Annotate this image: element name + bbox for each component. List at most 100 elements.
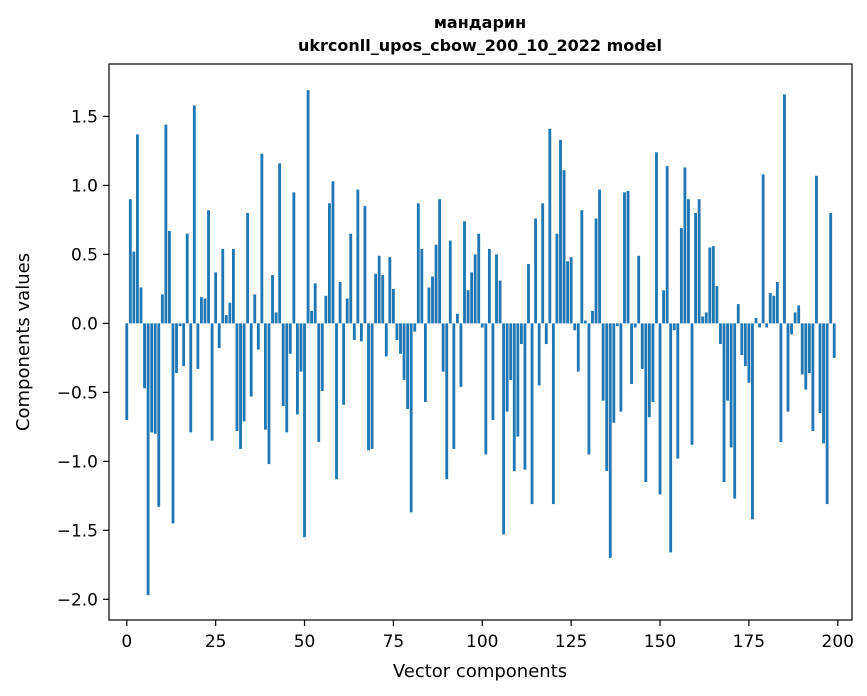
bar (160, 294, 164, 324)
bar (128, 199, 132, 324)
bar (790, 323, 793, 335)
bar (598, 189, 602, 324)
x-tick-label: 0 (121, 632, 132, 652)
bar (267, 323, 271, 465)
bar (292, 192, 296, 324)
bar (640, 323, 644, 369)
bar (331, 181, 335, 324)
y-tick-label: −0.5 (57, 383, 98, 403)
bar (146, 323, 150, 596)
bar (690, 323, 694, 445)
bar (687, 199, 690, 324)
bar (427, 287, 431, 324)
bar (232, 248, 235, 324)
bar (793, 312, 797, 324)
bar (637, 255, 641, 324)
bar (694, 213, 697, 324)
bar (502, 323, 506, 535)
bar (804, 323, 808, 390)
bar (647, 323, 651, 418)
bar (544, 323, 548, 345)
bar (729, 323, 733, 448)
bar (569, 257, 573, 324)
bar (178, 323, 182, 327)
bar (626, 190, 630, 324)
bar (679, 228, 683, 324)
chart-title-line-2: ukrconll_upos_cbow_200_10_2022 model (298, 36, 662, 55)
bar (761, 174, 765, 324)
bar (615, 323, 619, 327)
x-tick-label: 50 (294, 632, 316, 652)
bar (722, 323, 726, 483)
bar (832, 323, 836, 358)
bar (573, 323, 577, 331)
bar (271, 275, 274, 324)
bar (310, 310, 314, 324)
bar (377, 255, 381, 324)
bar (466, 290, 470, 324)
bar (306, 90, 310, 324)
bar (747, 323, 751, 383)
bar (260, 153, 264, 324)
bar (555, 233, 559, 324)
bar (217, 323, 221, 349)
bar (452, 323, 456, 449)
bar (633, 323, 637, 328)
bar (651, 323, 655, 403)
bar (320, 323, 324, 391)
bar (299, 323, 303, 372)
y-tick-label: 1.5 (71, 107, 98, 127)
bar (235, 323, 239, 431)
x-tick-label: 175 (733, 632, 765, 652)
bar (214, 272, 218, 324)
bar (719, 323, 722, 345)
bar (818, 323, 822, 414)
bar (374, 273, 378, 324)
bar (278, 163, 282, 324)
bar (655, 152, 658, 324)
bar (168, 230, 171, 324)
bar (242, 323, 246, 422)
bar (317, 323, 321, 443)
bar (413, 323, 417, 332)
bar (537, 323, 541, 386)
bar (370, 323, 374, 449)
bar (491, 323, 495, 420)
bar (349, 233, 353, 324)
bar (203, 298, 207, 324)
bar (807, 323, 811, 374)
bar (576, 323, 580, 372)
bar (484, 323, 488, 455)
x-tick-label: 25 (205, 632, 227, 652)
bar (132, 251, 136, 324)
bar (697, 199, 701, 324)
bar (470, 272, 474, 324)
bar (359, 323, 363, 342)
bar (800, 323, 804, 375)
bar (811, 323, 815, 431)
bar (423, 323, 427, 403)
bar (548, 128, 552, 324)
bar (473, 254, 477, 324)
bar (388, 257, 392, 324)
bar (583, 320, 587, 324)
bar (672, 323, 676, 331)
bar (740, 323, 744, 356)
bar (313, 283, 317, 324)
bar (676, 323, 680, 459)
bar (477, 233, 481, 324)
bar (779, 323, 783, 443)
bar (367, 323, 370, 451)
bar (480, 323, 484, 328)
bar (775, 281, 779, 324)
bar (338, 281, 342, 324)
bar (708, 247, 712, 324)
bar (295, 323, 299, 415)
bar (196, 323, 200, 369)
bar (530, 323, 534, 505)
bar (136, 134, 139, 324)
bar (399, 323, 402, 354)
bar (758, 323, 761, 328)
bar (534, 218, 538, 324)
bar (416, 203, 420, 324)
